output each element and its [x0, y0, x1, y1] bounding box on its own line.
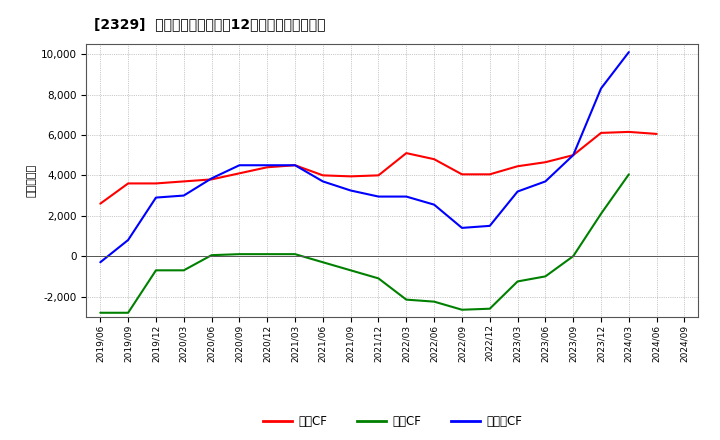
フリーCF	[124, 237, 132, 242]
営業CF	[291, 163, 300, 168]
Y-axis label: （百万円）: （百万円）	[27, 164, 37, 197]
投賄CF	[152, 268, 161, 273]
フリーCF	[346, 188, 355, 193]
フリーCF	[291, 163, 300, 168]
投賄CF	[179, 268, 188, 273]
フリーCF	[430, 202, 438, 207]
投賄CF	[124, 310, 132, 315]
投賄CF	[402, 297, 410, 302]
投賄CF	[263, 252, 271, 257]
営業CF	[235, 171, 243, 176]
投賄CF	[597, 211, 606, 216]
投賄CF	[458, 307, 467, 312]
フリーCF	[513, 189, 522, 194]
営業CF	[179, 179, 188, 184]
フリーCF	[207, 176, 216, 181]
投賄CF	[318, 260, 327, 265]
フリーCF	[152, 195, 161, 200]
投賄CF	[624, 172, 633, 177]
営業CF	[402, 150, 410, 156]
フリーCF	[624, 49, 633, 55]
営業CF	[652, 131, 661, 136]
営業CF	[346, 174, 355, 179]
Line: フリーCF: フリーCF	[100, 52, 629, 262]
営業CF	[485, 172, 494, 177]
フリーCF	[541, 179, 550, 184]
Legend: 営業CF, 投賄CF, フリーCF: 営業CF, 投賄CF, フリーCF	[258, 410, 526, 433]
Text: [2329]  キャッシュフローの12か月移動合計の推移: [2329] キャッシュフローの12か月移動合計の推移	[94, 18, 325, 32]
投賄CF	[207, 253, 216, 258]
フリーCF	[597, 86, 606, 91]
営業CF	[152, 181, 161, 186]
営業CF	[624, 129, 633, 135]
フリーCF	[374, 194, 383, 199]
Line: 営業CF: 営業CF	[100, 132, 657, 204]
投賄CF	[96, 310, 104, 315]
投賄CF	[235, 252, 243, 257]
投賄CF	[513, 279, 522, 284]
フリーCF	[235, 163, 243, 168]
フリーCF	[402, 194, 410, 199]
投賄CF	[485, 306, 494, 312]
フリーCF	[96, 260, 104, 265]
投賄CF	[374, 276, 383, 281]
フリーCF	[569, 153, 577, 158]
フリーCF	[485, 223, 494, 228]
営業CF	[569, 153, 577, 158]
フリーCF	[263, 163, 271, 168]
投賄CF	[346, 268, 355, 273]
営業CF	[597, 130, 606, 136]
フリーCF	[458, 225, 467, 231]
フリーCF	[179, 193, 188, 198]
投賄CF	[430, 299, 438, 304]
営業CF	[263, 165, 271, 170]
投賄CF	[541, 274, 550, 279]
営業CF	[541, 160, 550, 165]
営業CF	[430, 157, 438, 162]
営業CF	[318, 173, 327, 178]
営業CF	[124, 181, 132, 186]
営業CF	[513, 164, 522, 169]
Line: 投賄CF: 投賄CF	[100, 174, 629, 313]
フリーCF	[318, 179, 327, 184]
営業CF	[458, 172, 467, 177]
営業CF	[96, 201, 104, 206]
投賄CF	[569, 253, 577, 259]
営業CF	[374, 173, 383, 178]
営業CF	[207, 177, 216, 182]
投賄CF	[291, 252, 300, 257]
